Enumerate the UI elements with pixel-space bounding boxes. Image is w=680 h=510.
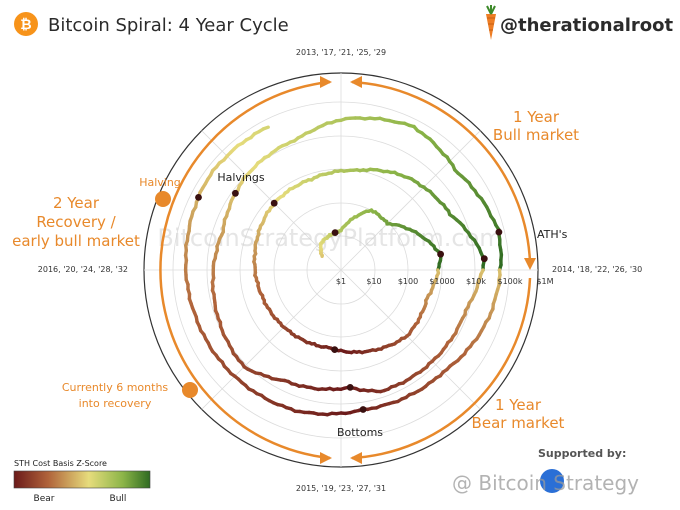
watermark-bottom: @ Bitcoin Strategy bbox=[452, 471, 639, 495]
bottom-dot-0 bbox=[331, 346, 339, 353]
event-markers bbox=[195, 189, 503, 413]
arrowhead-right-icon bbox=[524, 258, 536, 270]
spiral-segment-614 bbox=[261, 125, 270, 131]
author-handle: @therationalroot bbox=[500, 15, 674, 36]
grid-spoke-5 bbox=[201, 269, 342, 410]
ath-dot-2 bbox=[495, 228, 503, 236]
aths-label: ATH's bbox=[537, 228, 568, 241]
angular-label-right: 2014, '18, '22, '26, '30 bbox=[552, 265, 642, 274]
halving-marker-icon bbox=[155, 191, 171, 207]
bitcoin-logo-glyph: ₿ bbox=[20, 17, 31, 33]
current-position-icon bbox=[182, 382, 198, 398]
ath-dot-1 bbox=[480, 255, 488, 263]
watermark-center: BitcoinStrategyPlatform.com bbox=[157, 224, 502, 252]
radial-tick-10k: $10k bbox=[466, 277, 486, 286]
bottom-dot-1 bbox=[346, 384, 354, 391]
grid-spoke-1 bbox=[340, 130, 481, 271]
bottom-dot-2 bbox=[359, 406, 367, 413]
radial-tick-100: $100 bbox=[398, 277, 418, 286]
colorbar-low-label: Bear bbox=[34, 494, 55, 504]
arc-bull bbox=[351, 80, 532, 263]
header: ₿ Bitcoin Spiral: 4 Year Cycle @theratio… bbox=[14, 5, 674, 40]
ath-dot-0 bbox=[437, 250, 444, 258]
angular-label-top: 2013, '17, '21, '25, '29 bbox=[296, 48, 386, 57]
angular-label-left: 2016, '20, '24, '28, '32 bbox=[38, 265, 128, 274]
arrowhead-top-left-icon bbox=[320, 76, 332, 88]
arrowhead-bottom-left-icon bbox=[320, 452, 332, 464]
carrot-icon bbox=[486, 5, 496, 40]
current-label-line2: into recovery bbox=[79, 397, 152, 410]
arc-recovery bbox=[159, 80, 331, 460]
cycle-arrows bbox=[159, 80, 532, 460]
current-label-line1: Currently 6 months bbox=[62, 381, 169, 394]
halving-dot-0 bbox=[331, 229, 339, 237]
supported-by-label: Supported by: bbox=[538, 447, 626, 460]
colorbar-gradient bbox=[13, 470, 151, 489]
phase-recovery-line3: early bull market bbox=[12, 232, 140, 250]
phase-bull-line2: Bull market bbox=[493, 126, 579, 144]
arrowhead-bottom-right-icon bbox=[350, 452, 362, 464]
radial-tick-1m: $1M bbox=[536, 277, 553, 286]
radial-tick-1: $1 bbox=[336, 277, 346, 286]
phase-bull-line1: 1 Year bbox=[513, 108, 560, 126]
bottoms-label: Bottoms bbox=[337, 426, 383, 439]
grid-spoke-3 bbox=[340, 269, 481, 410]
arc-bear bbox=[351, 277, 532, 460]
phase-recovery-line1: 2 Year bbox=[53, 194, 100, 212]
phase-recovery-line2: Recovery / bbox=[36, 213, 116, 231]
angular-label-bottom: 2015, '19, '23, '27, '31 bbox=[296, 484, 386, 493]
colorbar-high-label: Bull bbox=[110, 494, 127, 504]
halvings-label: Halvings bbox=[217, 171, 265, 184]
halving-dot-2 bbox=[232, 189, 239, 197]
colorbar-title: STH Cost Basis Z-Score bbox=[14, 459, 107, 468]
colorbar: STH Cost Basis Z-Score Bear Bull bbox=[13, 459, 151, 504]
radial-ticks: $1 $10 $100 $1000 $10k $100k $1M bbox=[336, 277, 554, 286]
phase-bear-line2: Bear market bbox=[472, 414, 565, 432]
phase-bear-line1: 1 Year bbox=[495, 396, 542, 414]
halving-label: Halving bbox=[139, 176, 181, 189]
polar-grid bbox=[143, 72, 539, 468]
radial-tick-100k: $100k bbox=[498, 277, 523, 286]
halving-dot-1 bbox=[270, 199, 278, 207]
sponsor-logo-icon bbox=[540, 469, 564, 493]
arrowhead-top-right-icon bbox=[350, 76, 362, 88]
bitcoin-logo-icon bbox=[14, 12, 38, 36]
chart-title: Bitcoin Spiral: 4 Year Cycle bbox=[48, 15, 289, 36]
cycle-arrowheads bbox=[320, 76, 536, 464]
radial-tick-10: $10 bbox=[366, 277, 381, 286]
grid-spoke-7 bbox=[201, 130, 342, 271]
halving-dot-3 bbox=[195, 194, 202, 201]
radial-tick-1000: $1000 bbox=[429, 277, 454, 286]
